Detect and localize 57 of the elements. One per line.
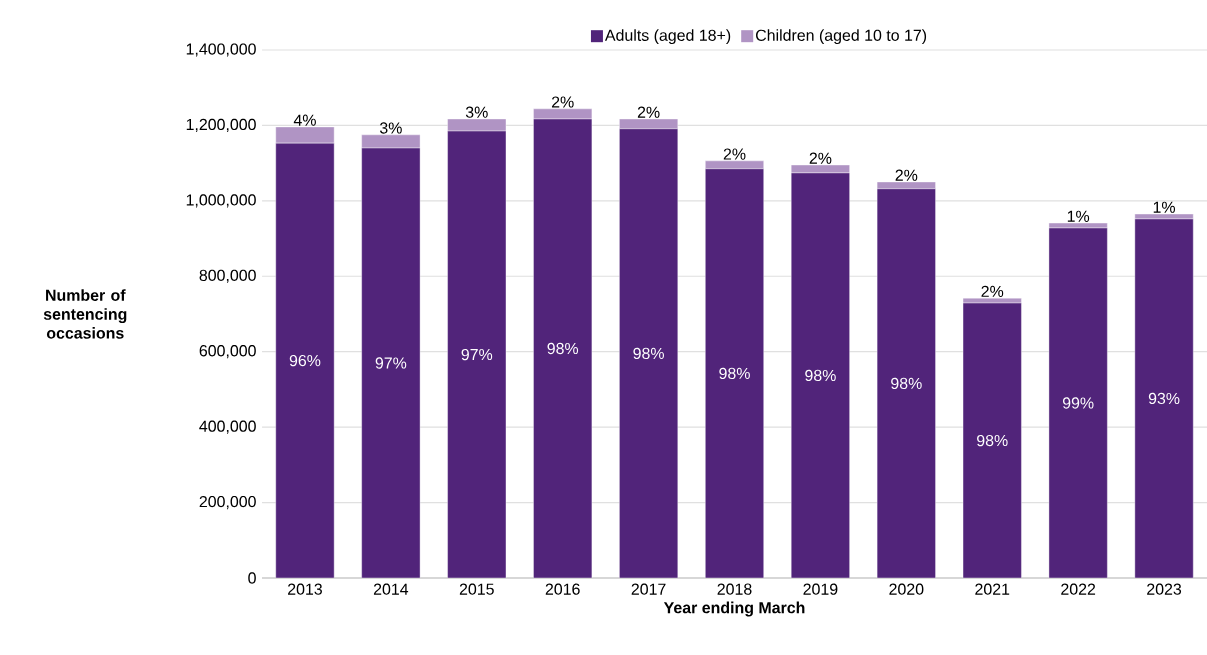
y-tick-label: 0 (248, 572, 256, 584)
annotation: 97% (375, 357, 407, 369)
legend-label: Children (aged 10 to 17) (756, 29, 927, 45)
x-tick-label: 2023 (1147, 583, 1182, 595)
annotation: 2% (809, 152, 832, 164)
y-tick-label: 800,000 (199, 269, 256, 283)
x-tick-label: 2021 (975, 583, 1010, 595)
bar (275, 142, 335, 578)
x-tick-label: 2022 (1061, 583, 1096, 595)
annotation: 1% (1067, 210, 1090, 222)
annotation: 3% (379, 122, 402, 134)
bar (962, 302, 1022, 578)
bar (361, 134, 421, 149)
annotation: 99% (1062, 397, 1094, 409)
annotation: 98% (633, 347, 664, 360)
annotation: 98% (805, 369, 836, 382)
y-tick-label: 1,400,000 (186, 43, 256, 57)
annotation: 3% (465, 106, 488, 118)
annotation: 98% (547, 342, 579, 355)
annotation: 97% (461, 348, 493, 361)
x-tick-label: 2016 (545, 583, 580, 595)
y-tick-label: 400,000 (199, 420, 256, 434)
annotation: 2% (981, 285, 1004, 297)
bar (1048, 227, 1108, 578)
x-tick-label: 2019 (803, 583, 838, 595)
annotation: 98% (719, 367, 750, 380)
bar (876, 188, 936, 578)
annotation: 98% (891, 377, 922, 390)
x-tick-label: 2015 (459, 583, 494, 595)
y-tick-label: 600,000 (199, 345, 256, 359)
bar (1134, 218, 1194, 578)
annotation: 2% (723, 148, 746, 160)
x-tick-label: 2014 (373, 583, 409, 595)
y-tick-label: 200,000 (199, 495, 256, 510)
bar (705, 168, 764, 578)
x-tick-label: 2017 (631, 583, 666, 595)
annotation: 1% (1153, 201, 1176, 213)
annotation: 2% (551, 96, 574, 108)
bar (533, 118, 593, 578)
y-tick-label: 1,000,000 (186, 194, 256, 208)
annotation: 2% (637, 106, 660, 118)
bar (619, 128, 679, 578)
x-tick-label: 2018 (717, 583, 752, 595)
annotation: 93% (1148, 392, 1180, 405)
x-tick-label: 2013 (288, 583, 322, 595)
legend-label: Adults (aged 18+) (604, 29, 731, 45)
x-tick-label: 2020 (889, 583, 924, 595)
annotation: 96% (289, 354, 321, 367)
annotation: 4% (293, 114, 316, 126)
annotation: 98% (977, 434, 1008, 447)
y-tick-label: 1,200,000 (186, 118, 256, 132)
y-axis-title: Number of sentencing occasions (43, 289, 127, 339)
annotation: 2% (895, 169, 918, 181)
bar (791, 172, 850, 578)
x-axis-title: Year ending March (663, 601, 805, 617)
bar (361, 147, 421, 578)
bar (447, 130, 507, 578)
